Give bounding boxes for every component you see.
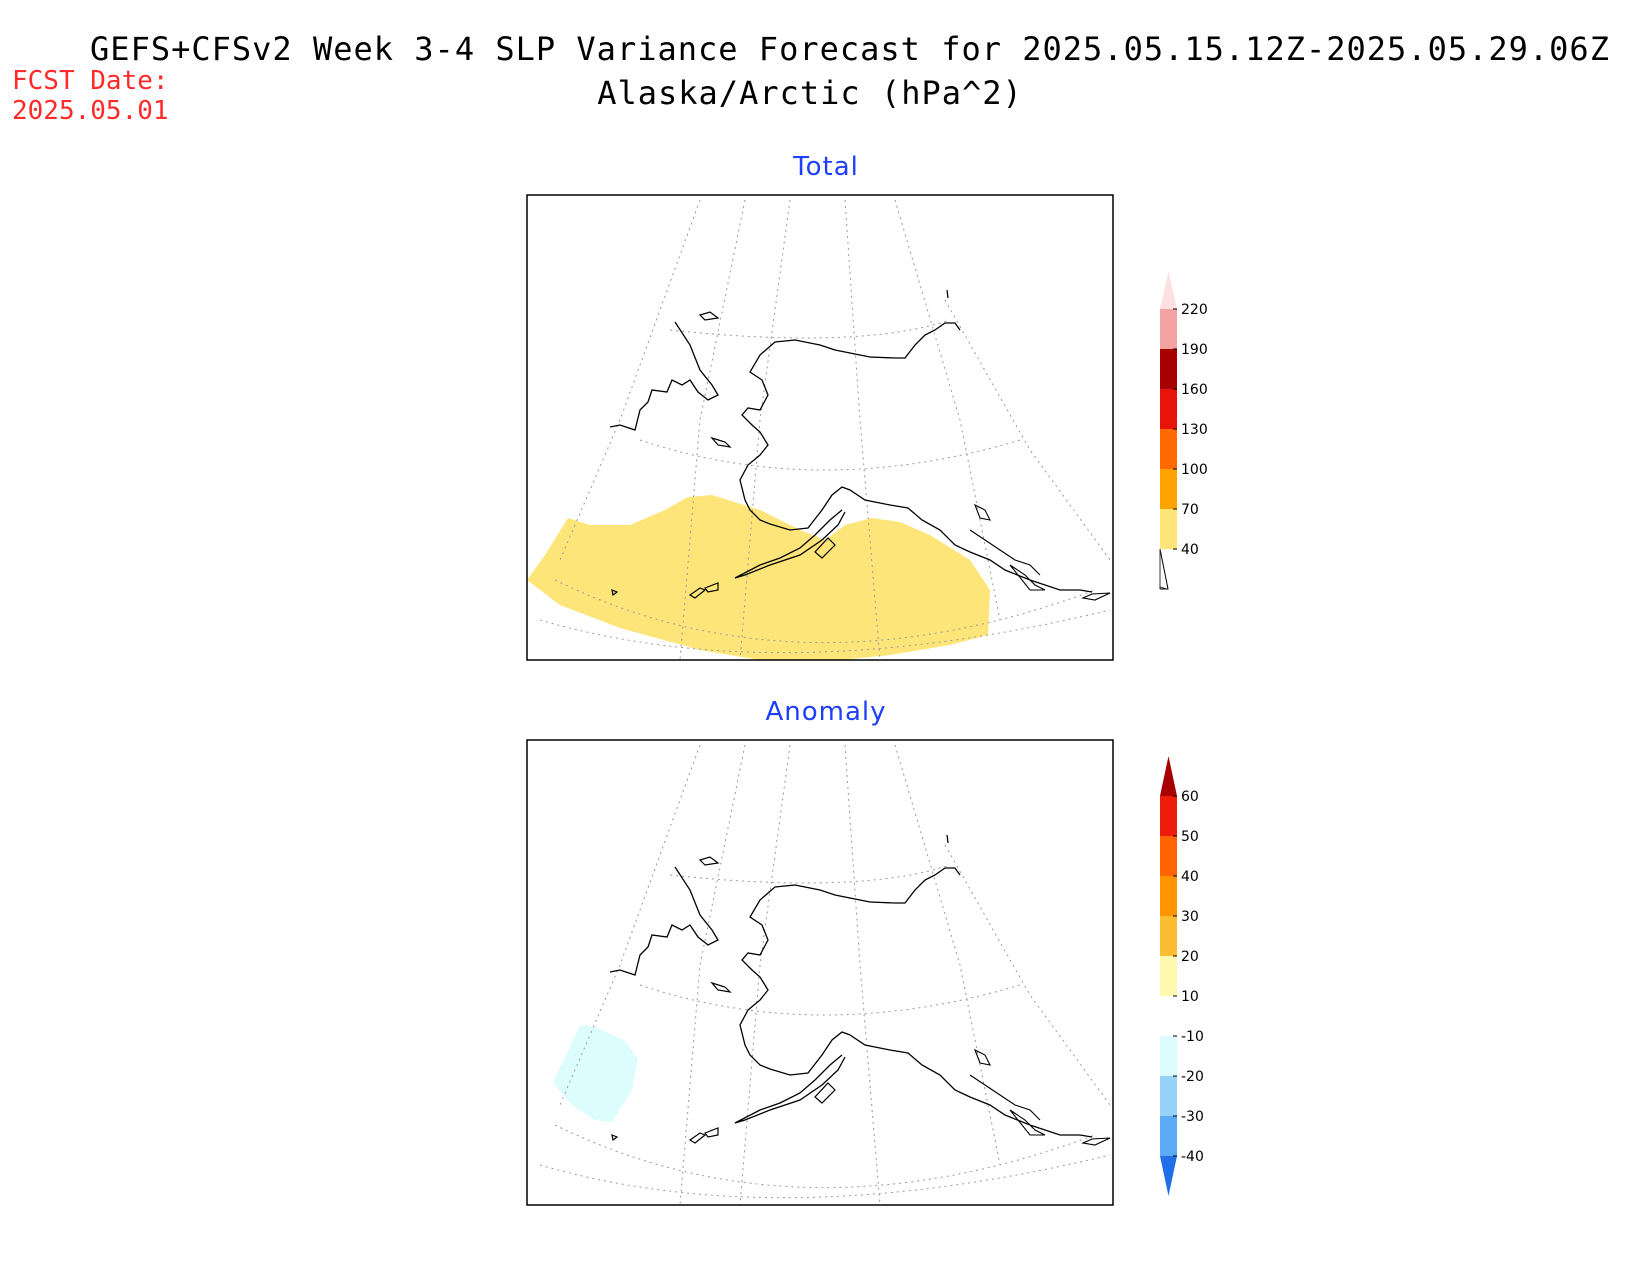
colorbar-swatch (1160, 1116, 1177, 1156)
colorbar-label: 130 (1181, 422, 1208, 438)
colorbar-label: 60 (1181, 789, 1199, 805)
panel-title-anomaly: Anomaly (765, 697, 887, 727)
colorbar-swatch (1160, 836, 1177, 876)
panel-title-total: Total (793, 152, 859, 182)
colorbar-swatch (1160, 389, 1177, 429)
colorbar-label: 160 (1181, 382, 1208, 398)
anomaly-map-panel (539, 744, 1111, 1205)
colorbar-swatch (1160, 876, 1177, 916)
total-map-panel (527, 199, 1111, 660)
subtitle: Alaska/Arctic (hPa^2) (597, 74, 1023, 112)
colorbar-label: 40 (1181, 542, 1199, 558)
colorbar-swatch (1160, 469, 1177, 509)
colorbar-swatch (1160, 429, 1177, 469)
colorbar-top-triangle (1160, 756, 1177, 796)
colorbar-label: 30 (1181, 909, 1199, 925)
colorbar-label: 70 (1181, 502, 1199, 518)
main-title: GEFS+CFSv2 Week 3-4 SLP Variance Forecas… (90, 30, 1610, 68)
anomaly-negative-shading (553, 1025, 638, 1122)
total-colorbar: 40 70 100 130 160 190 220 (1159, 271, 1208, 590)
colorbar-low-end (1159, 548, 1169, 590)
colorbar-swatch (1160, 349, 1177, 389)
colorbar-label: 10 (1181, 989, 1199, 1005)
colorbar-top-triangle (1160, 271, 1177, 309)
colorbar-label: -20 (1181, 1069, 1204, 1085)
colorbar-label: 40 (1181, 869, 1199, 885)
forecast-date-label: FCST Date: (12, 66, 169, 96)
colorbar-label: 100 (1181, 462, 1208, 478)
colorbar-swatch (1160, 1076, 1177, 1116)
colorbar-label: 20 (1181, 949, 1199, 965)
colorbar-label: 220 (1181, 302, 1208, 318)
anomaly-map-frame (526, 739, 1114, 1206)
total-variance-shading (527, 495, 990, 660)
colorbar-swatch (1160, 996, 1177, 1036)
colorbar-label: -10 (1181, 1029, 1204, 1045)
colorbar-label: -30 (1181, 1109, 1204, 1125)
colorbar-swatch (1160, 956, 1177, 996)
colorbar-swatch (1160, 796, 1177, 836)
colorbar-swatch (1160, 309, 1177, 349)
colorbar-label: 50 (1181, 829, 1199, 845)
anomaly-colorbar: -40 -30 -20 -10 10 20 30 40 50 60 (1160, 756, 1204, 1196)
colorbar-label: 190 (1181, 342, 1208, 358)
colorbar-bottom-triangle (1160, 1156, 1177, 1196)
colorbar-label: -40 (1181, 1149, 1204, 1165)
forecast-date-value: 2025.05.01 (12, 96, 169, 126)
colorbar-swatch (1160, 916, 1177, 956)
total-map-frame (526, 194, 1114, 661)
colorbar-swatch (1160, 509, 1177, 549)
colorbar-swatch (1160, 1036, 1177, 1076)
